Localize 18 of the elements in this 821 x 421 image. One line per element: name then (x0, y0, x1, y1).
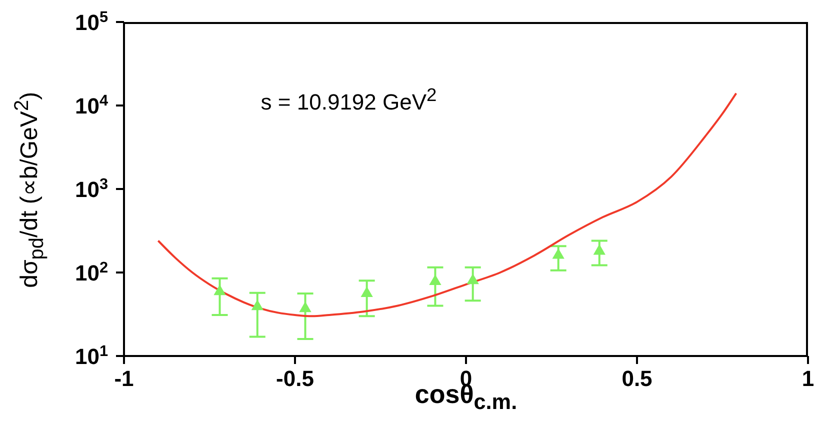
x-tick-label: -0.5 (276, 366, 314, 391)
point (360, 286, 373, 298)
y-tick-label: 10$^{1}$ (74, 342, 108, 369)
y-tick-label: 10$^{5}$ (74, 8, 108, 35)
y-tick-label: 10$^{2}$ (74, 259, 108, 286)
point (429, 274, 442, 286)
y-tick-label: 10$^{4}$ (74, 92, 108, 118)
point (466, 274, 479, 284)
point (214, 284, 226, 296)
point (299, 302, 312, 312)
point (552, 248, 564, 259)
x-tick-label: 0.5 (622, 366, 652, 391)
x-tick-label: 1 (802, 366, 814, 391)
point (251, 300, 264, 310)
y-tick-label: 10$^{3}$ (74, 176, 108, 202)
x-tick-label: -1 (114, 366, 134, 391)
point (593, 244, 606, 255)
annotation: s = 10.9192 GeV$^{2}$ (260, 84, 437, 116)
